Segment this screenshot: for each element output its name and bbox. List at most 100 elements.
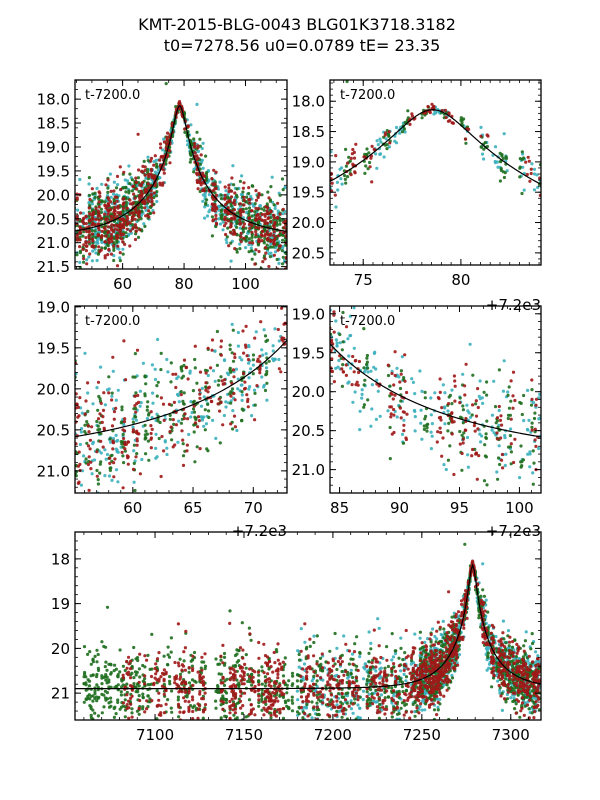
data-point-kmtc [145, 432, 149, 436]
data-point-kmts [99, 401, 103, 405]
data-point-kmta [221, 220, 225, 224]
data-point-kmts [125, 221, 129, 226]
data-point-kmts [212, 183, 216, 187]
data-point-kmta [441, 619, 445, 624]
data-point-kmts [543, 451, 546, 454]
data-point-kmts [533, 427, 537, 431]
data-point-kmts [116, 223, 120, 227]
data-point-kmts [135, 443, 139, 447]
data-point-kmts [238, 202, 242, 206]
data-point-kmtc [460, 468, 464, 472]
data-point-kmts [497, 404, 501, 409]
data-point-kmts [242, 222, 246, 226]
data-point-kmta [353, 390, 357, 394]
data-point-kmts [239, 240, 243, 244]
data-point-kmts [110, 236, 114, 240]
data-point-kmts [542, 182, 545, 185]
data-point-kmtc [256, 221, 260, 225]
data-point-kmtc [219, 214, 223, 218]
data-point-kmta [413, 429, 417, 433]
data-point-kmts [88, 438, 92, 442]
data-point-kmts [227, 186, 231, 190]
data-point-kmts [436, 430, 440, 434]
data-point-kmts [280, 336, 284, 340]
data-point-kmts [351, 354, 355, 359]
data-point-kmts [128, 198, 132, 202]
data-point-kmta [482, 157, 486, 161]
data-point-kmtc [344, 181, 348, 185]
data-point-kmta [196, 149, 201, 153]
data-point-kmtc [425, 426, 429, 430]
data-point-kmts [162, 171, 166, 175]
data-point-kmts [272, 233, 276, 237]
data-point-kmtc [109, 454, 113, 458]
data-point-kmts [529, 171, 533, 176]
data-point-kmts [66, 410, 69, 413]
data-point-kmts [149, 436, 153, 440]
data-point-kmtc [253, 235, 257, 239]
data-point-kmtc [250, 214, 254, 218]
data-point-kmtc [207, 409, 211, 413]
data-point-kmts [150, 196, 154, 200]
data-point-kmta [208, 208, 212, 212]
data-point-kmts [258, 371, 262, 375]
data-point-kmtc [192, 170, 196, 174]
data-point-kmts [195, 173, 199, 177]
data-point-kmtc [267, 359, 271, 363]
data-point-kmts [112, 475, 116, 479]
data-point-kmts [254, 233, 258, 237]
data-point-kmts [113, 227, 117, 231]
data-point-kmta [310, 716, 314, 720]
data-point-kmta [248, 385, 252, 389]
data-point-kmts [123, 417, 127, 421]
data-point-kmts [345, 161, 350, 165]
data-point-kmts [96, 222, 100, 226]
data-point-kmta [363, 667, 367, 671]
data-point-kmts [143, 188, 147, 192]
data-point-kmtc [385, 147, 389, 151]
data-point-kmts [214, 170, 218, 174]
data-point-kmts [390, 392, 394, 396]
data-point-kmts [128, 202, 133, 206]
data-point-kmta [139, 401, 143, 405]
data-point-kmts [169, 425, 173, 429]
y-tick-label: 19.0 [292, 305, 325, 323]
data-point-kmta [420, 389, 424, 393]
data-point-kmta [203, 205, 207, 209]
data-point-kmtc [183, 130, 187, 134]
data-point-kmts [509, 379, 513, 383]
data-point-kmtc [543, 459, 546, 462]
data-point-kmta [132, 449, 136, 453]
data-point-kmtc [522, 393, 526, 398]
data-point-kmts [222, 382, 227, 386]
data-point-kmts [85, 244, 89, 248]
data-point-kmta [277, 261, 281, 265]
data-point-kmtc [229, 204, 233, 208]
data-point-kmts [96, 234, 100, 238]
data-point-kmts [103, 212, 107, 216]
y-tick-label: 21.0 [292, 461, 325, 479]
data-point-kmtc [231, 359, 236, 363]
data-point-kmts [196, 144, 200, 148]
data-point-kmts [250, 209, 254, 213]
data-point-kmtc [425, 423, 429, 427]
data-point-kmtc [143, 375, 147, 379]
data-point-kmta [217, 217, 221, 221]
data-point-kmts [278, 212, 282, 216]
data-point-kmts [87, 229, 91, 233]
data-point-kmts [245, 354, 249, 358]
data-point-kmts [452, 420, 456, 424]
data-point-kmts [102, 426, 106, 430]
data-point-kmts [103, 227, 107, 231]
data-point-kmta [87, 255, 91, 259]
data-point-kmta [221, 228, 225, 232]
data-point-kmts [229, 195, 234, 199]
data-point-kmtc [121, 209, 125, 213]
data-point-kmts [98, 191, 102, 195]
data-point-kmts [479, 134, 483, 138]
data-point-kmtc [62, 399, 65, 402]
data-point-kmts [198, 396, 202, 400]
data-point-kmts [271, 213, 276, 217]
data-point-kmta [506, 390, 510, 394]
data-point-kmtc [343, 177, 347, 181]
